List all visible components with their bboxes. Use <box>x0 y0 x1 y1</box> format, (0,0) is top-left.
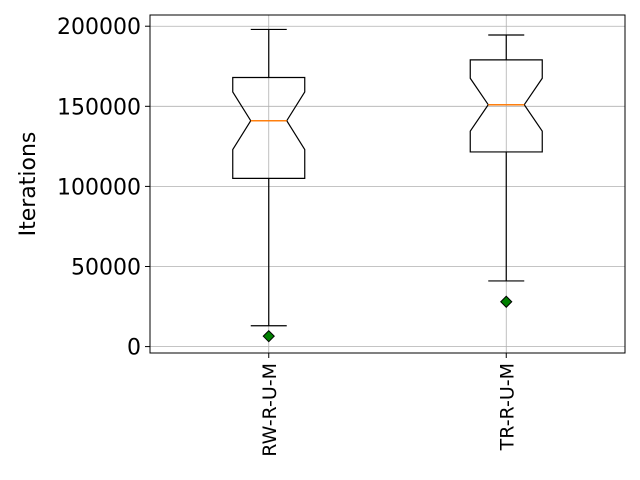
box-group <box>232 28 306 343</box>
y-axis-label: Iterations <box>16 132 41 237</box>
box-group <box>469 34 543 308</box>
x-axis-ticks: RW-R-U-M TR-R-U-M <box>259 353 518 457</box>
y-tick-label: 100000 <box>57 175 141 200</box>
y-tick-label: 200000 <box>57 15 141 40</box>
outlier-point <box>500 295 513 308</box>
x-tick-label: TR-R-U-M <box>496 363 518 451</box>
y-tick-label: 50000 <box>71 255 141 280</box>
plot-area-frame <box>149 14 626 354</box>
grid-lines <box>150 15 625 353</box>
x-tick-label: RW-R-U-M <box>259 363 281 457</box>
y-tick-label: 150000 <box>57 95 141 120</box>
y-tick-label: 0 <box>127 336 141 361</box>
outlier-point <box>262 329 275 343</box>
box-body <box>232 76 306 179</box>
boxes <box>232 28 543 343</box>
y-axis-ticks: 0 50000 100000 150000 200000 <box>57 15 150 361</box>
box-body <box>469 59 543 153</box>
